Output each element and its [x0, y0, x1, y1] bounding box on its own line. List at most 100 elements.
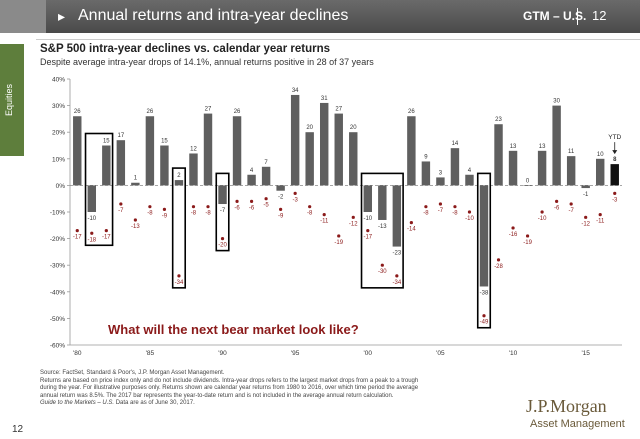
- decline-label: -9: [278, 213, 284, 219]
- decline-dot: [293, 191, 297, 195]
- highlight-box: [476, 172, 492, 329]
- return-bar: [523, 185, 532, 186]
- annotation-text: What will the next bear market look like…: [108, 322, 359, 337]
- header-page-number: 12: [592, 8, 607, 23]
- return-label: 2: [177, 173, 181, 179]
- return-bar: [450, 148, 460, 186]
- return-bar: [378, 185, 387, 220]
- decline-label: -17: [73, 235, 82, 241]
- return-label: 8: [613, 157, 617, 163]
- return-bar: [537, 150, 547, 186]
- decline-label: -3: [292, 197, 298, 203]
- decline-dot: [453, 205, 457, 209]
- return-bar: [508, 150, 518, 186]
- return-label: -10: [363, 216, 372, 222]
- decline-label: -17: [102, 235, 111, 241]
- return-bar: [131, 182, 140, 186]
- return-bar: [349, 132, 358, 186]
- decline-dot: [133, 218, 137, 222]
- decline-label: -10: [538, 216, 547, 222]
- decline-dot: [337, 234, 341, 238]
- return-bar: [610, 164, 619, 186]
- decline-dot: [584, 215, 588, 219]
- footer-gtm-prefix: Guide to the Markets – U.S.: [40, 400, 115, 407]
- return-label: 1: [134, 176, 138, 182]
- returns-chart: -60% -50% -40% -30% -20% -10% 0% 10% 20% 30% 40% '8…: [50, 77, 622, 357]
- return-label: 12: [190, 146, 197, 152]
- decline-dot: [322, 213, 326, 217]
- return-bar: [276, 185, 285, 191]
- return-label: -10: [87, 216, 96, 222]
- ytd-label: YTD: [608, 134, 621, 141]
- return-label: 26: [147, 109, 154, 115]
- decline-label: -6: [234, 205, 240, 211]
- decline-label: -5: [263, 203, 269, 209]
- highlight-box: [171, 167, 187, 289]
- decline-dot: [264, 197, 268, 201]
- footer-notes: Returns are based on price index only an…: [40, 377, 419, 399]
- y-tick-label: 10%: [52, 156, 65, 163]
- decline-dot: [525, 234, 530, 238]
- return-bar: [392, 185, 402, 247]
- decline-dot: [598, 213, 602, 217]
- return-label: 11: [568, 149, 575, 155]
- return-bar: [305, 132, 314, 186]
- return-bar: [407, 116, 416, 186]
- header-bar: ▸ Annual returns and intra-year declines…: [0, 0, 640, 33]
- section-tab: [0, 44, 24, 156]
- x-tick-label: '95: [291, 350, 300, 357]
- decline-label: -7: [438, 208, 444, 214]
- logo-name: J.P.Morgan: [526, 396, 607, 416]
- x-tick-label: '90: [218, 350, 227, 357]
- return-bar: [73, 116, 82, 186]
- return-label: 20: [350, 125, 357, 131]
- return-bar: [595, 158, 605, 186]
- decline-label: -30: [378, 269, 387, 275]
- decline-label: -10: [465, 216, 474, 222]
- return-label: 4: [468, 168, 472, 174]
- return-label: -13: [378, 224, 387, 230]
- page-number: 12: [12, 424, 24, 435]
- decline-label: -3: [612, 197, 618, 203]
- decline-label: -18: [87, 237, 96, 243]
- decline-label: -19: [523, 240, 532, 246]
- decline-label: -8: [191, 211, 197, 217]
- decline-dot: [540, 210, 544, 214]
- return-bar: [261, 166, 271, 186]
- return-bar: [102, 145, 111, 186]
- x-tick-label: '05: [436, 350, 445, 357]
- logo-sub: Asset Management: [530, 418, 625, 430]
- return-label: 31: [321, 96, 328, 102]
- decline-label: -8: [307, 211, 313, 217]
- decline-label: -20: [218, 243, 227, 249]
- decline-label: -6: [249, 205, 255, 211]
- decline-label: -7: [118, 208, 124, 214]
- return-label: 27: [335, 107, 342, 113]
- highlight-box: [215, 172, 230, 252]
- decline-label: -11: [320, 219, 329, 225]
- x-tick-label: '15: [581, 350, 590, 357]
- decline-dot: [75, 229, 79, 233]
- guide-code: GTM – U.S.: [523, 9, 587, 23]
- decline-dot: [467, 210, 472, 214]
- return-label: -38: [480, 290, 489, 296]
- decline-dot: [351, 215, 355, 219]
- decline-label: -7: [568, 208, 574, 214]
- return-label: 14: [452, 141, 459, 147]
- decline-label: -19: [334, 240, 343, 246]
- return-bar: [566, 156, 576, 186]
- return-bar: [421, 161, 431, 186]
- decline-label: -8: [147, 211, 153, 217]
- highlight-box: [84, 132, 114, 247]
- decline-dot: [496, 258, 501, 262]
- decline-dot: [511, 226, 515, 230]
- x-tick-label: '10: [509, 350, 518, 357]
- decline-label: -11: [596, 219, 605, 225]
- decline-dot: [235, 199, 239, 203]
- return-bar: [363, 185, 373, 212]
- return-bar: [87, 185, 97, 212]
- decline-dot: [366, 229, 370, 233]
- return-label: 34: [292, 88, 299, 94]
- y-tick-label: 20%: [52, 130, 65, 137]
- return-label: 23: [495, 117, 502, 123]
